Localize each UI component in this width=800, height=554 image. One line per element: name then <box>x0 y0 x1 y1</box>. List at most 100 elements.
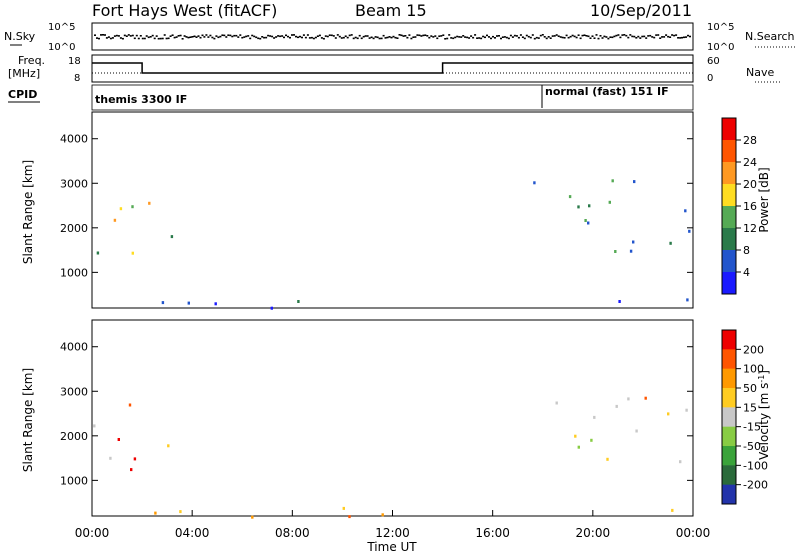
noise-point <box>527 35 530 38</box>
noise-point <box>535 36 538 39</box>
noise-point <box>183 35 186 37</box>
power-ylabel: Slant Range [km] <box>21 160 35 264</box>
data-cell <box>577 445 580 449</box>
noise-point <box>259 37 262 40</box>
noise-point <box>297 36 299 39</box>
colorbar-swatch <box>722 228 736 251</box>
noise-point <box>279 35 282 38</box>
noise-point <box>326 35 329 38</box>
noise-point <box>478 37 481 39</box>
noise-point <box>312 37 315 40</box>
data-cell <box>117 438 120 441</box>
noise-point <box>390 36 393 39</box>
noise-point <box>414 36 417 38</box>
freq-tick-bottom: 8 <box>74 73 80 84</box>
data-cell <box>270 306 273 310</box>
beam-label: Beam 15 <box>355 1 427 20</box>
data-cell <box>179 510 182 514</box>
colorbar-swatch <box>722 484 736 505</box>
colorbar-tick-label: 24 <box>743 156 757 169</box>
noise-point <box>484 36 486 39</box>
power-plot-frame <box>91 111 694 309</box>
noise-point <box>531 34 534 36</box>
data-cell <box>667 412 670 416</box>
noise-point <box>115 34 118 37</box>
noise-point <box>446 37 449 40</box>
noise-point <box>428 36 431 39</box>
noise-point <box>575 36 578 39</box>
noise-point <box>432 36 435 38</box>
noise-point <box>681 36 683 39</box>
noise-point <box>197 35 200 37</box>
noise-point <box>408 34 411 36</box>
colorbar-swatch <box>722 140 736 163</box>
data-cell <box>618 300 621 303</box>
noise-point <box>625 34 628 37</box>
noise-point <box>338 35 341 38</box>
noise-point <box>503 36 506 38</box>
noise-point <box>675 34 678 36</box>
noise-point <box>557 35 560 37</box>
noise-point <box>293 34 295 36</box>
noise-point <box>304 36 307 39</box>
velocity-ylabel: Slant Range [km] <box>21 368 35 472</box>
noise-point <box>659 37 662 39</box>
noise-point <box>117 35 120 37</box>
data-cell <box>297 300 300 303</box>
noise-point <box>213 37 216 40</box>
noise-point <box>195 36 198 38</box>
noise-point <box>257 37 260 40</box>
colorbar-swatch <box>722 446 736 466</box>
data-cell <box>167 444 170 448</box>
noise-point <box>201 34 204 37</box>
noise-point <box>587 35 590 38</box>
colorbar-tick-label: 100 <box>743 363 764 376</box>
power-y-axis: 1000 2000 3000 4000 <box>60 133 693 279</box>
noise-point <box>400 34 403 37</box>
noise-point <box>619 36 622 39</box>
noise-point <box>661 36 664 38</box>
noise-point <box>547 36 550 38</box>
noise-point <box>159 37 162 40</box>
noise-point <box>283 36 285 39</box>
noise-point <box>185 36 188 38</box>
noise-point <box>515 35 518 37</box>
noise-point <box>410 37 413 40</box>
noise-point <box>402 35 405 37</box>
velocity-colorbar-label: Velocity [m s-1] <box>757 370 772 460</box>
data-cell <box>161 301 165 305</box>
noise-point <box>559 36 562 38</box>
noise-point <box>647 35 650 37</box>
noise-point <box>215 35 218 37</box>
noise-point <box>683 36 685 39</box>
noise-point <box>354 36 357 39</box>
noise-point <box>133 37 136 40</box>
noise-point <box>346 36 349 39</box>
velocity-plot-frame <box>91 319 694 517</box>
noise-point <box>486 34 488 37</box>
noise-point <box>637 35 640 38</box>
noise-point <box>583 34 586 36</box>
noise-point <box>291 34 293 36</box>
noise-point <box>98 37 100 40</box>
noise-point <box>464 36 467 38</box>
colorbar-swatch <box>722 206 736 229</box>
colorbar-swatch <box>722 407 736 428</box>
noise-point <box>533 37 536 40</box>
noise-point <box>501 36 504 38</box>
noise-point <box>247 35 250 37</box>
data-cell <box>555 401 558 405</box>
noise-point <box>302 34 305 36</box>
noise-point <box>223 34 226 37</box>
noise-point <box>565 34 568 37</box>
noise-point <box>609 36 612 38</box>
noise-point <box>394 36 397 39</box>
noise-point <box>543 36 546 38</box>
data-cell <box>148 201 151 205</box>
data-cell <box>577 205 580 209</box>
noise-point <box>599 35 602 37</box>
noise-point <box>422 34 425 37</box>
colorbar-tick-label: 8 <box>743 244 750 257</box>
noise-point <box>289 36 291 39</box>
noise-point <box>673 34 676 37</box>
